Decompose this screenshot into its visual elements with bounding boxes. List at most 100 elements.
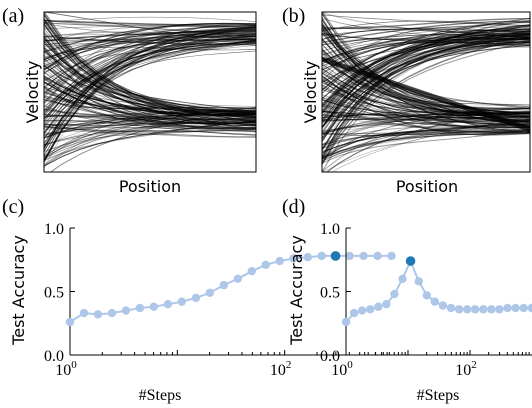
panel-label-b: (b) <box>282 5 305 27</box>
stream-line <box>44 96 256 121</box>
stream-line <box>322 106 530 129</box>
xlabel-a: Position <box>119 177 181 196</box>
data-point <box>219 280 229 290</box>
highlight-point <box>405 256 416 266</box>
stream-line <box>44 40 256 152</box>
data-point <box>414 277 423 286</box>
stream-line <box>322 110 530 133</box>
data-point <box>177 297 186 306</box>
stream-line <box>44 47 256 121</box>
data-point <box>205 288 215 297</box>
ylabel-b: Velocity <box>301 61 320 124</box>
stream-line <box>322 132 530 154</box>
axes-c: 0.0 0.5 1.0 100 102 <box>44 221 396 379</box>
data-point <box>163 300 173 309</box>
stream-line <box>44 126 256 133</box>
stream-line <box>44 126 256 131</box>
x-tick-label: 100 <box>55 359 77 379</box>
stream-line <box>322 37 530 162</box>
data-point <box>479 305 488 314</box>
data-point <box>191 293 201 303</box>
data-point <box>149 302 159 311</box>
stream-line <box>322 103 530 123</box>
stream-line <box>44 42 256 82</box>
data-point <box>470 305 480 314</box>
stream-line <box>322 36 530 123</box>
stream-line <box>44 120 256 136</box>
stream-line <box>44 35 256 162</box>
panel-label-d: (d) <box>282 196 305 218</box>
stream-line <box>322 19 530 45</box>
stream-line <box>322 75 530 126</box>
data-point <box>422 291 431 300</box>
data-point <box>438 301 448 310</box>
stream-line <box>44 42 256 127</box>
stream-line <box>322 126 530 161</box>
panel-label-a: (a) <box>2 5 24 27</box>
data-point <box>65 317 75 327</box>
data-point <box>398 274 407 283</box>
stream-line <box>322 111 530 135</box>
stream-line <box>322 28 530 40</box>
data-point <box>357 306 367 315</box>
stream-line <box>322 40 530 69</box>
stream-line <box>44 33 256 53</box>
stream-line <box>44 23 256 53</box>
data-point <box>390 289 399 299</box>
data-point <box>519 303 528 313</box>
stream-line <box>322 36 530 165</box>
data-point <box>233 274 243 283</box>
y-tick-label: 1.0 <box>320 221 340 238</box>
separatrix-line <box>322 58 530 130</box>
data-point <box>317 251 326 261</box>
stream-line <box>44 82 256 132</box>
stream-line <box>322 98 530 133</box>
stream-line <box>322 20 530 32</box>
data-point <box>93 310 103 319</box>
stream-line <box>44 107 256 117</box>
x-tick-exponent: 2 <box>286 359 292 371</box>
stream-line <box>44 28 256 126</box>
data-point <box>366 305 375 314</box>
highlight-point <box>330 251 341 261</box>
data-point <box>303 253 312 262</box>
data-point <box>289 254 298 263</box>
ylabel-d: Test Accuracy <box>287 235 306 346</box>
stream-line <box>322 12 530 35</box>
x-tick-exponent: 0 <box>71 359 77 371</box>
stream-line <box>44 86 256 129</box>
stream-line <box>322 30 530 91</box>
data-point <box>527 303 532 313</box>
stream-line <box>44 19 256 27</box>
stream-line <box>44 115 256 137</box>
stream-line <box>44 42 256 113</box>
stream-line <box>322 118 530 133</box>
stream-line <box>322 25 530 56</box>
separatrix-line <box>322 57 530 129</box>
stream-line <box>44 91 256 118</box>
stream-line <box>44 131 256 138</box>
series-line <box>345 258 532 323</box>
stream-line <box>44 35 256 144</box>
stream-lines-b <box>322 12 530 172</box>
stream-line <box>44 12 256 41</box>
data-point <box>275 256 284 266</box>
panel-label-c: (c) <box>2 196 24 218</box>
data-point <box>135 303 145 313</box>
stream-line <box>44 31 256 39</box>
y-tick-label: 1.0 <box>44 221 64 238</box>
data-point <box>387 251 396 261</box>
stream-line <box>44 24 256 113</box>
stream-line <box>44 25 256 44</box>
data-point <box>359 251 368 261</box>
stream-line <box>44 26 256 148</box>
x-tick-exponent: 2 <box>471 359 477 371</box>
stream-line <box>44 19 256 28</box>
stream-line <box>44 130 256 146</box>
stream-line <box>322 26 530 82</box>
stream-line <box>44 111 256 145</box>
separatrix-line <box>322 56 530 129</box>
y-tick-label: 0.5 <box>44 285 64 302</box>
stream-line <box>44 114 256 153</box>
